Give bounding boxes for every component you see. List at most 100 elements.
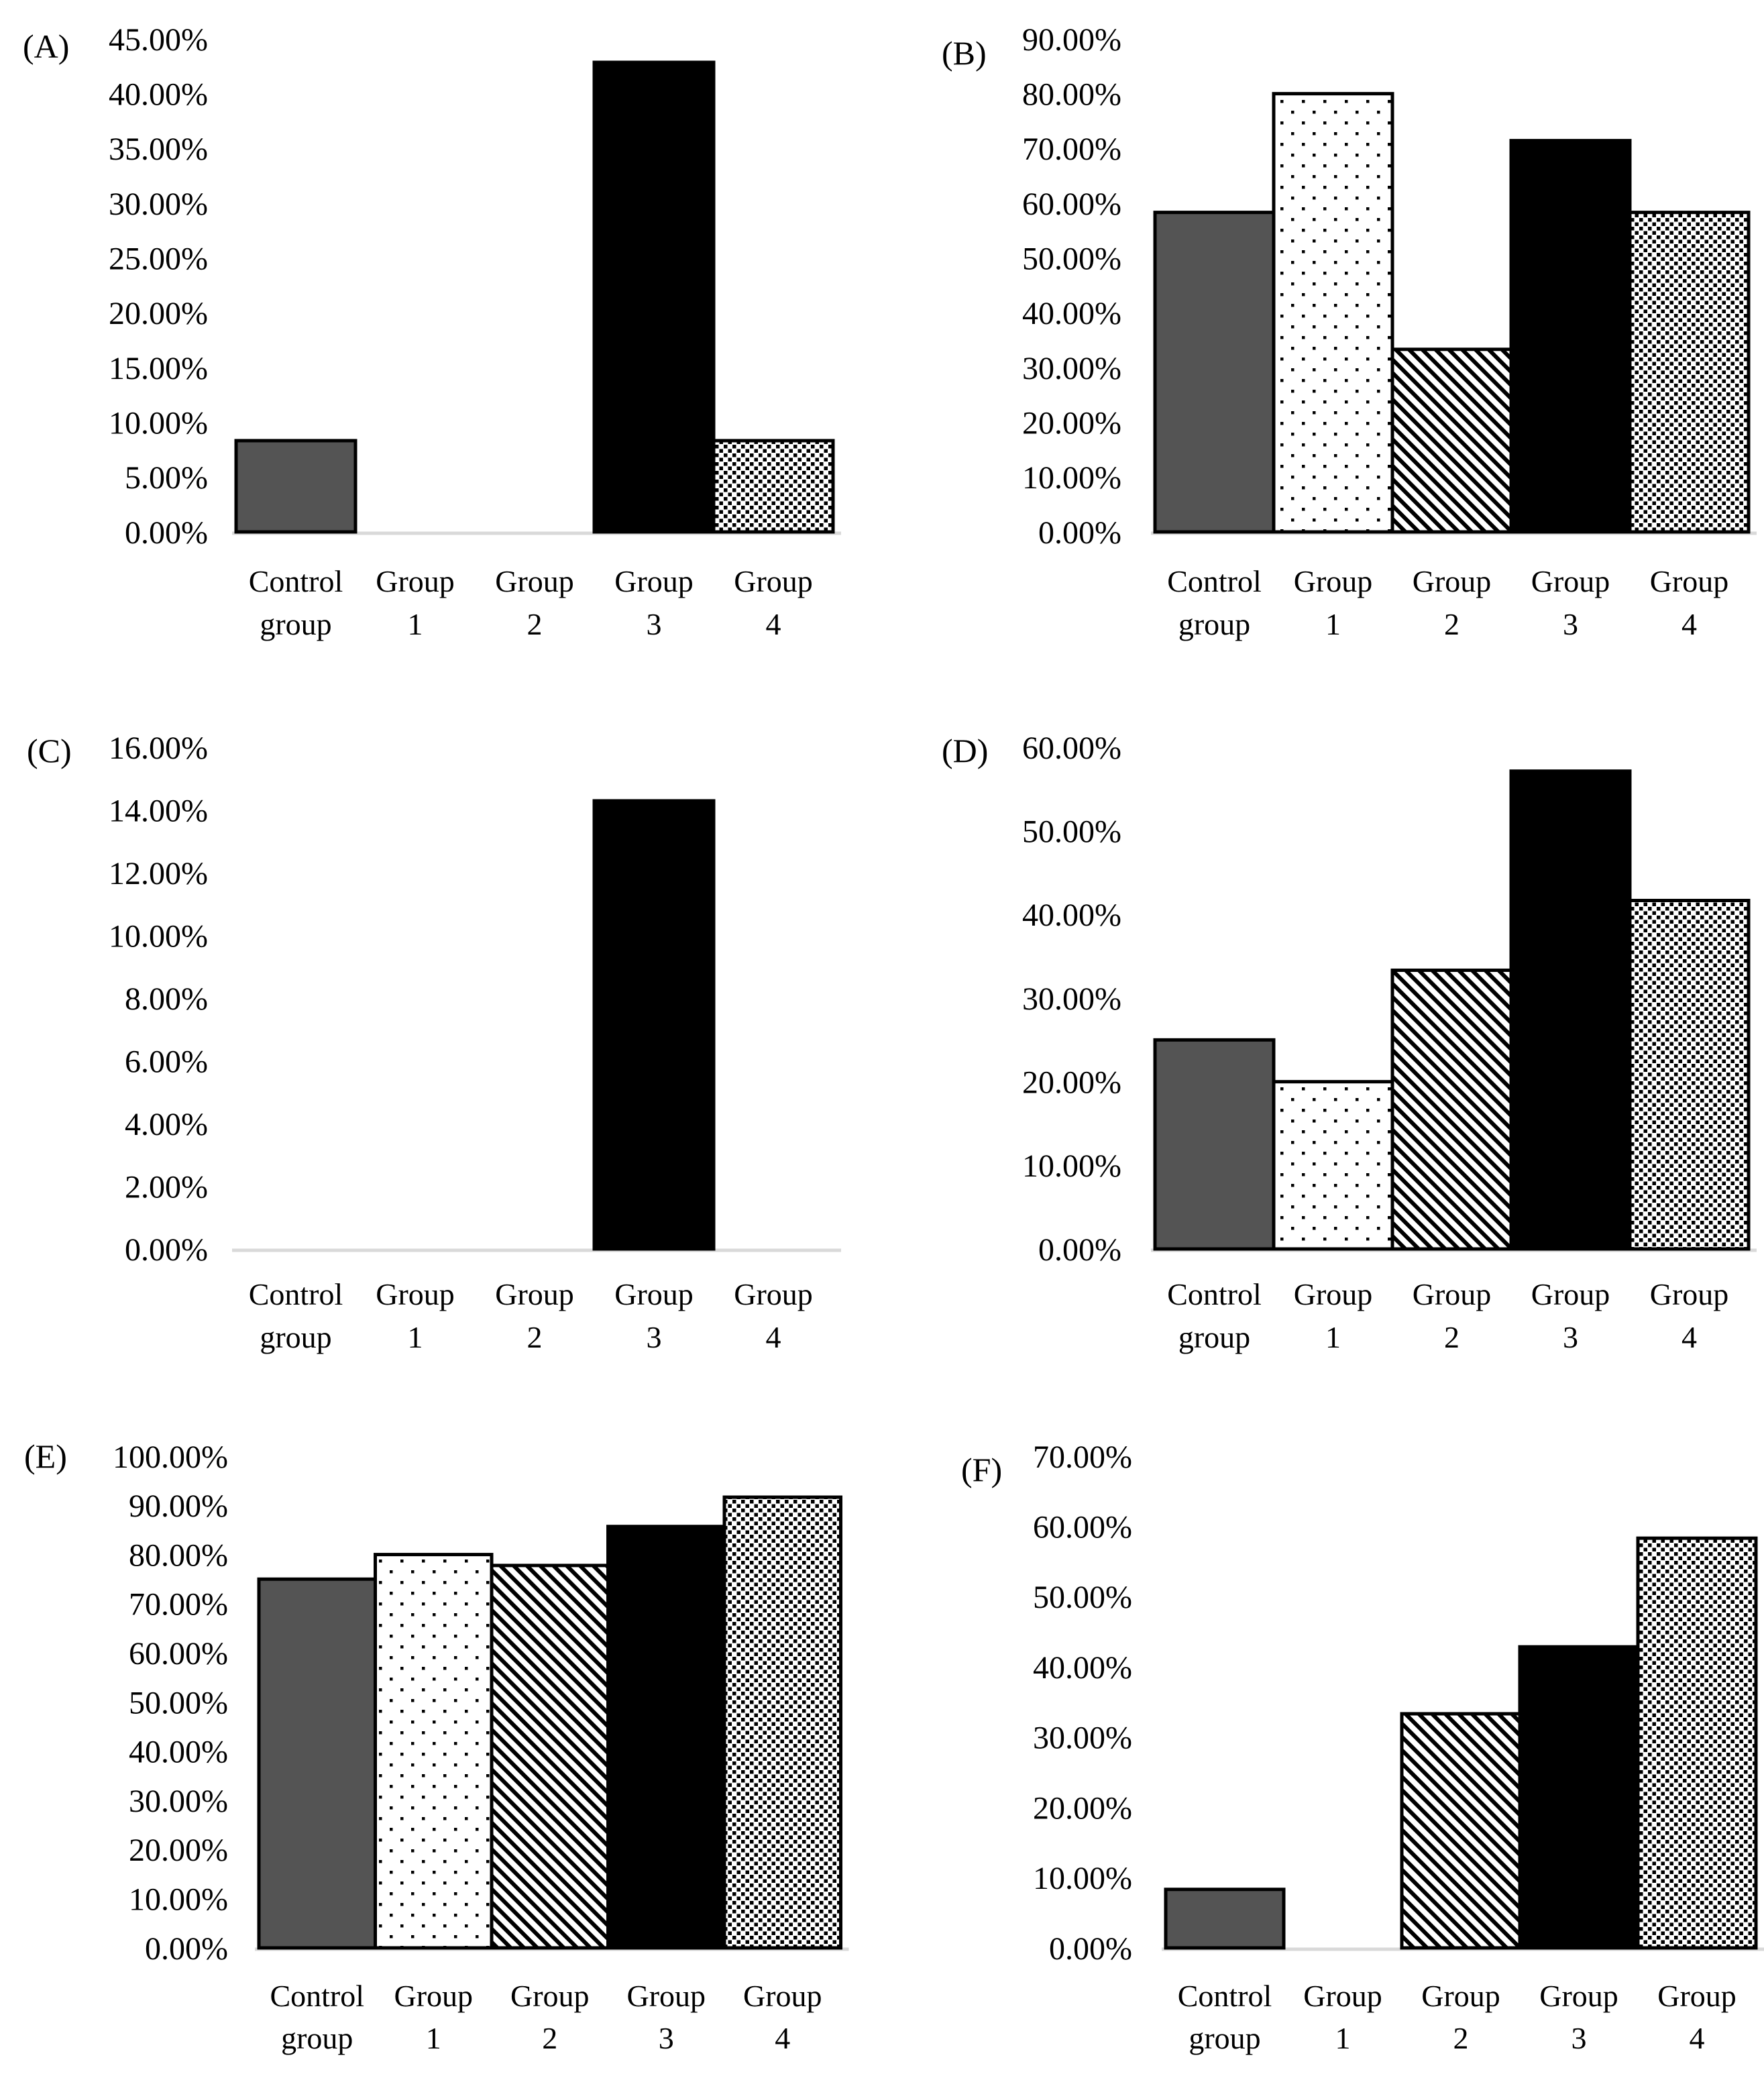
- bar-D-group-3: [1509, 769, 1632, 1251]
- category-label-E-4-line1: Group: [743, 1979, 822, 2013]
- category-label-A-2-line1: Group: [495, 564, 574, 598]
- category-label-B-0-line1: Control: [1167, 564, 1262, 598]
- bar-B-group-4: [1628, 211, 1751, 534]
- category-label-D-2-line1: Group: [1413, 1277, 1492, 1311]
- y-tick-label-E-4: 60.00%: [129, 1636, 228, 1672]
- y-tick-label-B-1: 80.00%: [1022, 76, 1121, 112]
- category-label-C-4-line1: Group: [734, 1277, 813, 1311]
- y-tick-label-C-3: 10.00%: [109, 918, 208, 954]
- y-tick-label-D-2: 40.00%: [1022, 897, 1121, 933]
- y-tick-label-B-6: 30.00%: [1022, 351, 1121, 386]
- y-tick-label-F-0: 70.00%: [1033, 1439, 1132, 1475]
- panel-label-A: (A): [23, 28, 70, 65]
- y-tick-label-F-3: 40.00%: [1033, 1650, 1132, 1686]
- y-tick-label-B-0: 90.00%: [1022, 22, 1121, 58]
- bar-E-group-4: [722, 1495, 842, 1950]
- bar-B-control-group: [1153, 211, 1276, 534]
- y-tick-label-C-7: 2.00%: [125, 1169, 208, 1205]
- y-tick-label-C-1: 14.00%: [109, 793, 208, 828]
- y-tick-label-D-4: 20.00%: [1022, 1064, 1121, 1100]
- y-tick-label-E-5: 50.00%: [129, 1685, 228, 1720]
- y-tick-label-A-9: 0.00%: [125, 515, 208, 551]
- category-label-A-1-line2: 1: [408, 607, 423, 641]
- y-tick-label-A-4: 25.00%: [109, 241, 208, 276]
- y-tick-label-B-7: 20.00%: [1022, 405, 1121, 441]
- category-label-E-1-line1: Group: [394, 1979, 473, 2013]
- category-label-C-4-line2: 4: [766, 1320, 781, 1354]
- y-tick-label-F-5: 20.00%: [1033, 1790, 1132, 1826]
- y-tick-label-C-2: 12.00%: [109, 856, 208, 891]
- bar-F-group-4: [1636, 1536, 1758, 1950]
- y-tick-label-E-0: 100.00%: [113, 1439, 228, 1475]
- y-tick-label-A-8: 5.00%: [125, 460, 208, 496]
- category-label-A-3-line2: 3: [647, 607, 662, 641]
- category-label-E-3-line1: Group: [626, 1979, 706, 2013]
- bar-F-group-2: [1400, 1712, 1522, 1950]
- y-tick-label-B-2: 70.00%: [1022, 131, 1121, 167]
- y-tick-label-F-7: 0.00%: [1049, 1931, 1132, 1967]
- y-tick-label-D-0: 60.00%: [1022, 730, 1121, 766]
- y-tick-label-C-0: 16.00%: [109, 730, 208, 766]
- category-label-D-3-line2: 3: [1563, 1320, 1578, 1354]
- category-label-D-0-line2: group: [1178, 1320, 1250, 1354]
- bar-A-group-4: [712, 439, 835, 534]
- panel-label-C: (C): [27, 732, 72, 769]
- bar-D-control-group: [1153, 1038, 1276, 1251]
- category-label-B-4-line1: Group: [1650, 564, 1729, 598]
- category-label-B-3-line2: 3: [1563, 607, 1578, 641]
- y-tick-label-B-9: 0.00%: [1038, 515, 1121, 551]
- category-label-E-2-line1: Group: [510, 1979, 590, 2013]
- y-tick-label-D-6: 0.00%: [1038, 1232, 1121, 1268]
- y-tick-label-C-4: 8.00%: [125, 981, 208, 1017]
- bar-E-group-1: [374, 1553, 494, 1950]
- y-tick-label-B-5: 40.00%: [1022, 296, 1121, 331]
- category-label-C-2-line1: Group: [495, 1277, 574, 1311]
- category-label-F-3-line2: 3: [1572, 2021, 1587, 2055]
- y-tick-label-E-3: 70.00%: [129, 1587, 228, 1623]
- y-tick-label-C-8: 0.00%: [125, 1232, 208, 1268]
- category-label-A-0-line2: group: [260, 607, 331, 641]
- bar-F-control-group: [1164, 1888, 1286, 1950]
- category-label-F-2-line1: Group: [1421, 1979, 1500, 2013]
- category-label-B-2-line1: Group: [1413, 564, 1492, 598]
- y-tick-label-D-5: 10.00%: [1022, 1148, 1121, 1184]
- category-label-F-0-line1: Control: [1178, 1979, 1272, 2013]
- panel-label-D: (D): [942, 732, 989, 769]
- category-label-C-1-line2: 1: [408, 1320, 423, 1354]
- category-label-A-3-line1: Group: [614, 564, 694, 598]
- category-label-E-2-line2: 2: [542, 2021, 557, 2055]
- y-tick-label-A-7: 10.00%: [109, 405, 208, 441]
- bar-D-group-2: [1390, 968, 1513, 1251]
- category-label-C-3-line2: 3: [647, 1320, 662, 1354]
- category-label-D-4-line1: Group: [1650, 1277, 1729, 1311]
- y-tick-label-A-1: 40.00%: [109, 76, 208, 112]
- category-label-E-0-line1: Control: [270, 1979, 364, 2013]
- category-label-A-4-line1: Group: [734, 564, 813, 598]
- category-label-F-1-line2: 1: [1335, 2021, 1351, 2055]
- y-tick-label-C-6: 4.00%: [125, 1107, 208, 1142]
- y-tick-label-F-1: 60.00%: [1033, 1510, 1132, 1545]
- bar-B-group-1: [1272, 92, 1394, 534]
- category-label-F-0-line2: group: [1189, 2021, 1260, 2055]
- category-label-B-3-line1: Group: [1531, 564, 1610, 598]
- category-label-C-2-line2: 2: [527, 1320, 543, 1354]
- y-tick-label-A-0: 45.00%: [109, 22, 208, 58]
- category-label-F-1-line1: Group: [1303, 1979, 1382, 2013]
- y-tick-label-F-4: 30.00%: [1033, 1720, 1132, 1756]
- category-label-B-1-line1: Group: [1294, 564, 1373, 598]
- bar-F-group-3: [1518, 1645, 1640, 1950]
- category-label-A-0-line1: Control: [249, 564, 343, 598]
- bar-E-group-3: [606, 1525, 726, 1950]
- panel-label-B: (B): [942, 34, 987, 72]
- y-tick-label-D-3: 30.00%: [1022, 981, 1121, 1017]
- y-tick-label-E-10: 0.00%: [145, 1931, 228, 1967]
- category-label-F-2-line2: 2: [1453, 2021, 1469, 2055]
- bar-B-group-3: [1509, 139, 1632, 534]
- category-label-B-1-line2: 1: [1325, 607, 1341, 641]
